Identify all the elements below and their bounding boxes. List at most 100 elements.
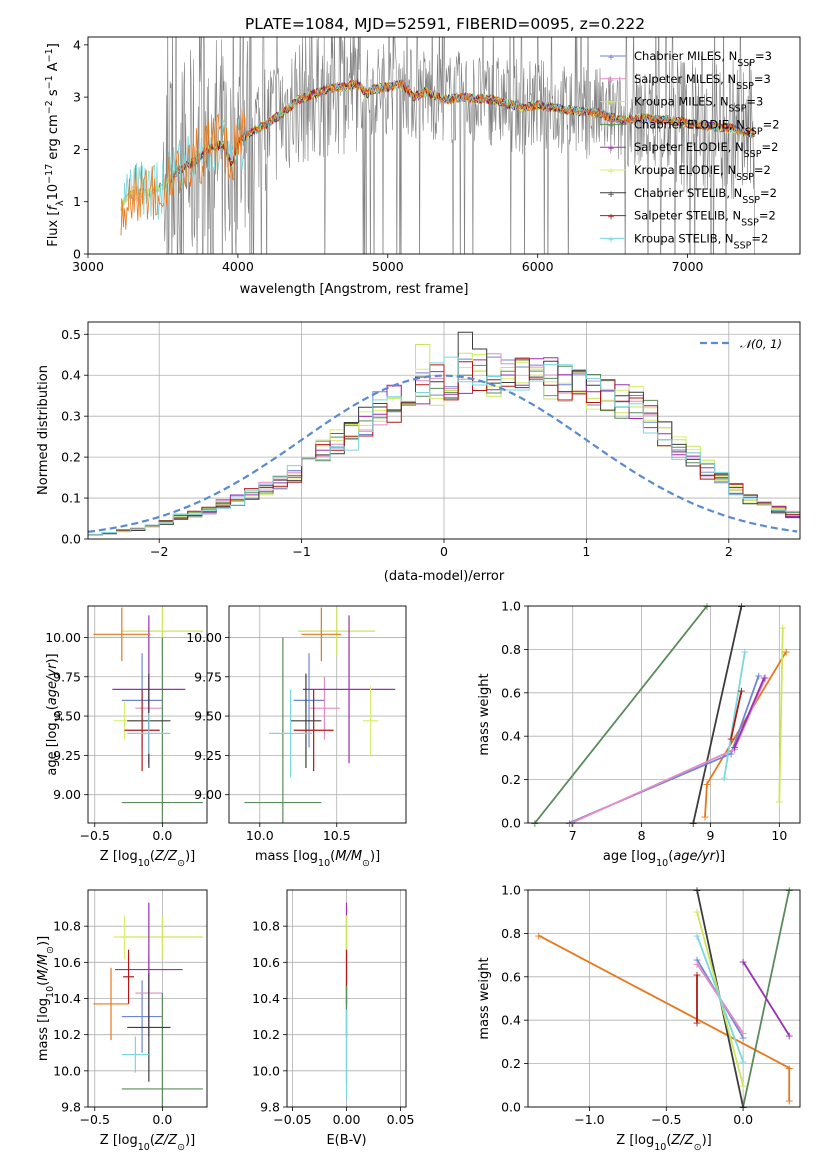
legend-marker: + bbox=[607, 53, 615, 63]
y-axis-label: mass weight bbox=[477, 957, 492, 1039]
weight-point-marker: + bbox=[692, 953, 701, 966]
y-tick-label: 9.8 bbox=[61, 1100, 81, 1115]
axes-frame bbox=[87, 36, 801, 255]
weight-point-marker: + bbox=[737, 685, 746, 698]
y-tick-label: 10.4 bbox=[53, 991, 81, 1006]
y-tick-label: 10.00 bbox=[45, 630, 81, 645]
x-axis-label: age [log10(age/yr)] bbox=[603, 849, 725, 869]
weight-point-marker: + bbox=[692, 969, 701, 982]
y-tick-label: 0.4 bbox=[501, 729, 521, 744]
legend-marker: + bbox=[607, 121, 615, 131]
y-axis-label: age [log10(age/yr)] bbox=[45, 653, 65, 775]
x-tick-label: 7 bbox=[569, 828, 577, 843]
legend-entry: Salpeter ELODIE, NSSP=2 bbox=[634, 140, 778, 160]
weight-point-marker: + bbox=[567, 817, 576, 830]
panel-spectrum: 3000 4000 5000 6000 7000 0 1 2 3 4 + Chabrier MILES… bbox=[44, 36, 801, 297]
weight-series-line bbox=[733, 677, 766, 748]
y-tick-label: 9.8 bbox=[260, 1100, 280, 1115]
x-tick-label: 8 bbox=[638, 828, 646, 843]
y-tick-label: 0.5 bbox=[61, 327, 81, 342]
weight-point-marker: + bbox=[534, 930, 543, 943]
y-tick-label: 9.50 bbox=[194, 709, 222, 724]
weight-point-marker: + bbox=[730, 741, 739, 754]
panel-age_vs_mass: 10.0 10.5 9.00 9.25 9.50 9.75 10.00 mass [log10… bbox=[186, 605, 407, 869]
weight-series-line bbox=[730, 690, 743, 739]
x-tick-label: 4000 bbox=[222, 259, 254, 274]
y-tick-label: 0.2 bbox=[61, 450, 81, 465]
x-axis-label: E(B-V) bbox=[326, 1133, 366, 1148]
y-tick-label: 9.25 bbox=[53, 748, 81, 763]
x-tick-label: 5000 bbox=[372, 259, 404, 274]
weight-series-line bbox=[696, 935, 744, 1062]
legend-marker: + bbox=[607, 99, 615, 109]
x-axis-label: wavelength [Angstrom, rest frame] bbox=[240, 282, 469, 297]
y-tick-label: 10.6 bbox=[53, 955, 81, 970]
x-tick-label: 0.05 bbox=[387, 1112, 415, 1127]
y-tick-label: 10.8 bbox=[53, 919, 81, 934]
y-tick-label: 0.4 bbox=[61, 368, 81, 383]
plot-area bbox=[120, 37, 755, 254]
axes-frame bbox=[286, 889, 407, 1108]
y-tick-label: 0.6 bbox=[501, 969, 521, 984]
weight-point-marker: + bbox=[530, 817, 539, 830]
weight-point-marker: + bbox=[692, 884, 701, 897]
weight-point-marker: + bbox=[785, 884, 794, 897]
y-tick-label: 9.00 bbox=[53, 787, 81, 802]
x-tick-label: 10 bbox=[771, 828, 787, 843]
y-tick-label: 9.75 bbox=[53, 669, 81, 684]
plot-area bbox=[93, 607, 203, 823]
x-tick-label: 2 bbox=[725, 544, 733, 559]
weight-point-marker: + bbox=[785, 1029, 794, 1042]
weight-point-marker: + bbox=[720, 771, 729, 784]
weight-point-marker: + bbox=[739, 1055, 748, 1068]
y-tick-label: 10.6 bbox=[252, 955, 280, 970]
legend-marker: + bbox=[607, 144, 615, 154]
weight-point-marker: + bbox=[702, 600, 711, 613]
weight-point-marker: + bbox=[739, 1027, 748, 1040]
weight-point-marker: + bbox=[785, 1062, 794, 1075]
x-tick-label: 7000 bbox=[672, 259, 704, 274]
x-axis-label: Z [log10(Z/Z⊙)] bbox=[100, 849, 195, 869]
weight-series-line bbox=[538, 934, 791, 1101]
axes-frame bbox=[228, 605, 407, 824]
y-tick-label: 10.0 bbox=[252, 1063, 280, 1078]
panel-massweight_vs_Z: −1.0 −0.5 0.00.00.20.40.60.81.0+++++++++++… bbox=[477, 883, 801, 1153]
weight-point-marker: + bbox=[730, 743, 739, 756]
y-tick-label: 10.4 bbox=[252, 991, 280, 1006]
weight-point-marker: + bbox=[775, 795, 784, 808]
weight-point-marker: + bbox=[692, 1016, 701, 1029]
x-tick-label: 1 bbox=[582, 544, 590, 559]
y-tick-label: 9.75 bbox=[194, 669, 222, 684]
y-tick-label: 0.3 bbox=[61, 409, 81, 424]
y-tick-label: 0.6 bbox=[501, 685, 521, 700]
weight-series-line bbox=[742, 961, 790, 1036]
weight-point-marker: + bbox=[692, 958, 701, 971]
y-tick-label: 0.2 bbox=[501, 772, 521, 787]
x-tick-label: 0 bbox=[440, 544, 448, 559]
weight-point-marker: + bbox=[761, 672, 770, 685]
legend-marker: + bbox=[607, 213, 615, 223]
y-tick-label: 1.0 bbox=[501, 599, 521, 614]
x-tick-label: 10.5 bbox=[323, 828, 351, 843]
weight-series-line bbox=[692, 606, 743, 823]
legend-marker: + bbox=[607, 190, 615, 200]
x-tick-label: 10.0 bbox=[246, 828, 274, 843]
weight-point-marker: + bbox=[782, 646, 791, 659]
y-tick-label: 0.8 bbox=[501, 926, 521, 941]
weight-point-marker: + bbox=[739, 1032, 748, 1045]
weight-point-marker: + bbox=[689, 817, 698, 830]
legend-entry: Salpeter STELIB, NSSP=2 bbox=[634, 209, 776, 229]
legend-entry: Kroupa STELIB, NSSP=2 bbox=[634, 231, 768, 251]
y-tick-label: 10.2 bbox=[252, 1027, 280, 1042]
x-axis-label: Z [log10(Z/Z⊙)] bbox=[100, 1133, 195, 1153]
axes-frame bbox=[87, 605, 208, 824]
panel-age_vs_Z: −0.5 0.0 9.00 9.25 9.50 9.75 10.00 Z [log10(Z/Z… bbox=[45, 605, 208, 869]
weight-point-marker: + bbox=[785, 1094, 794, 1107]
y-tick-label: 10.8 bbox=[252, 919, 280, 934]
y-tick-label: 9.50 bbox=[53, 709, 81, 724]
y-axis-label: mass weight bbox=[477, 673, 492, 755]
plot-area bbox=[88, 331, 800, 536]
y-tick-label: 10.0 bbox=[53, 1063, 81, 1078]
y-tick-label: 9.25 bbox=[194, 748, 222, 763]
weight-point-marker: + bbox=[740, 646, 749, 659]
